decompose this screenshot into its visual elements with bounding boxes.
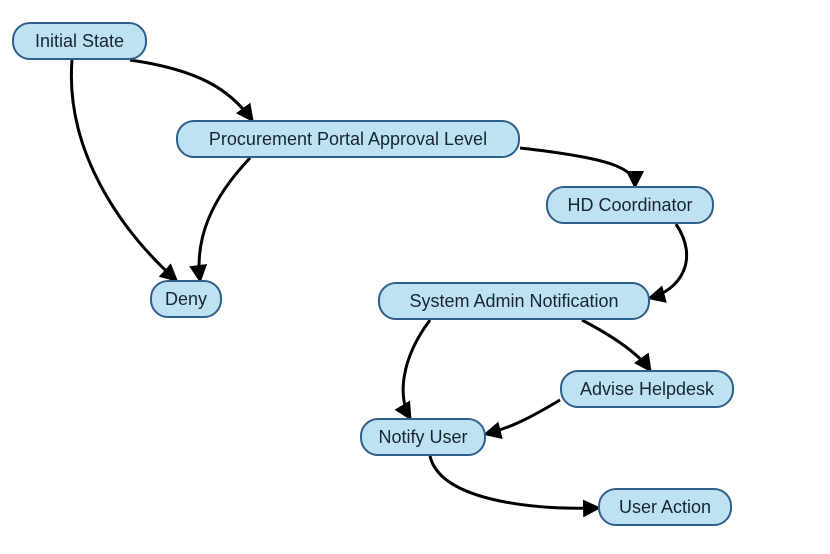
node-label: Advise Helpdesk [580, 379, 714, 400]
node-portal: Procurement Portal Approval Level [176, 120, 520, 158]
node-label: HD Coordinator [567, 195, 692, 216]
edge-initial-to-portal [130, 60, 252, 120]
node-label: Notify User [378, 427, 467, 448]
edge-sysadmin-to-notify [403, 320, 430, 418]
edge-initial-to-deny [71, 60, 176, 280]
edge-hdcoord-to-sysadmin [650, 224, 687, 298]
node-deny: Deny [150, 280, 222, 318]
edge-notify-to-useraction [430, 456, 598, 508]
node-hdcoord: HD Coordinator [546, 186, 714, 224]
node-label: Initial State [35, 31, 124, 52]
node-label: User Action [619, 497, 711, 518]
node-initial: Initial State [12, 22, 147, 60]
edge-portal-to-deny [199, 158, 250, 280]
node-advise: Advise Helpdesk [560, 370, 734, 408]
edge-sysadmin-to-advise [582, 320, 650, 370]
node-label: System Admin Notification [409, 291, 618, 312]
node-label: Deny [165, 289, 207, 310]
node-label: Procurement Portal Approval Level [209, 129, 487, 150]
edge-portal-to-hdcoord [520, 148, 635, 186]
node-useraction: User Action [598, 488, 732, 526]
edge-advise-to-notify [486, 400, 560, 434]
flowchart-canvas: Initial State Procurement Portal Approval… [0, 0, 830, 554]
node-notify: Notify User [360, 418, 486, 456]
node-sysadmin: System Admin Notification [378, 282, 650, 320]
edges-layer [0, 0, 830, 554]
